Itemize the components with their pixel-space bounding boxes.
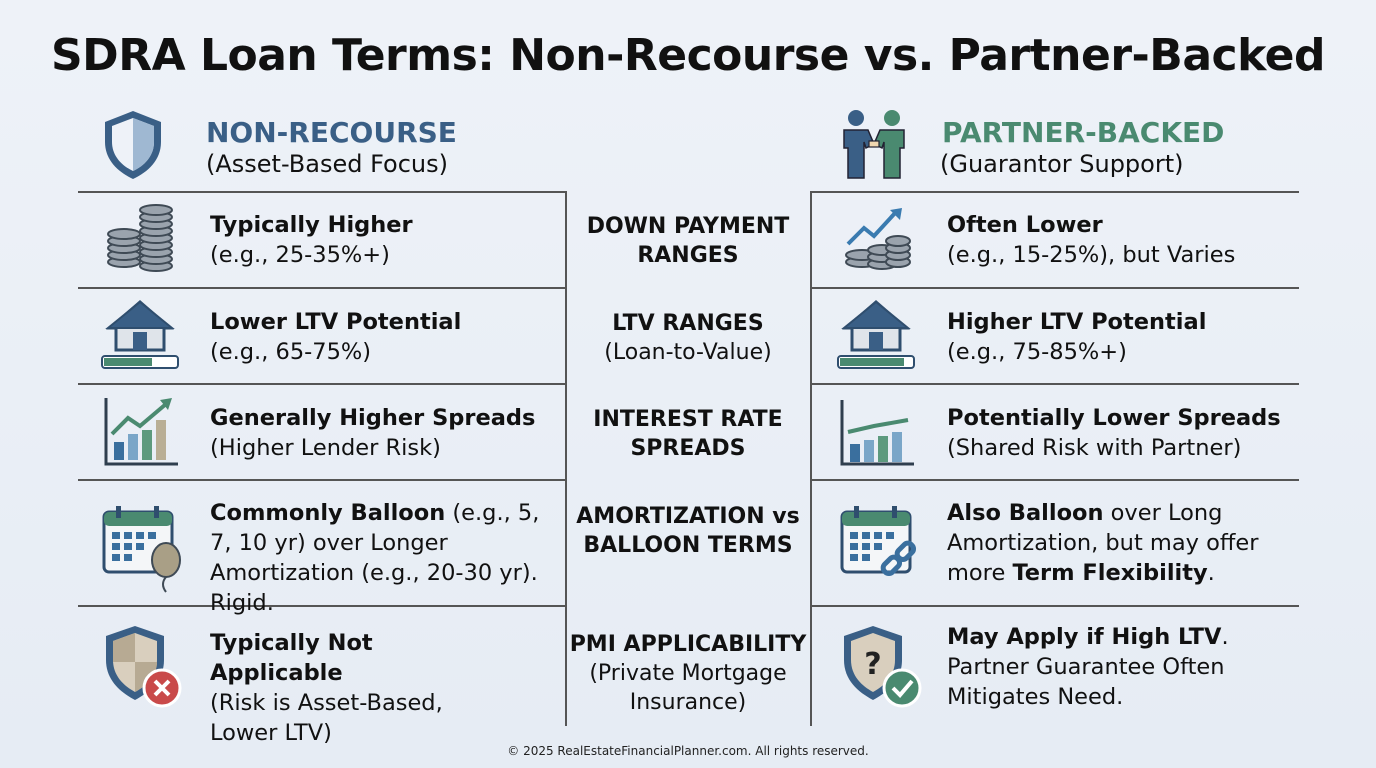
partner-backed-spreads: Potentially Lower Spreads (Shared Risk wi… — [947, 405, 1281, 461]
divider-line — [810, 383, 1299, 385]
divider-line — [78, 287, 566, 289]
divider-line — [810, 287, 1299, 289]
partner-backed-amortization: Also Balloon over Long Amortization, but… — [947, 500, 1259, 586]
divider-line — [78, 605, 566, 607]
calendar-link-icon — [838, 504, 922, 588]
divider-line — [78, 191, 566, 193]
partner-backed-ltv: Higher LTV Potential (e.g., 75-85%+) — [947, 309, 1207, 365]
divider-line — [78, 479, 566, 481]
divider-line — [810, 191, 812, 726]
bar-chart-up-arrow-icon — [102, 394, 186, 478]
calendar-balloon-icon — [100, 504, 184, 593]
page-title: SDRA Loan Terms: Non-Recourse vs. Partne… — [50, 30, 1326, 81]
handshake-people-icon — [836, 108, 906, 184]
house-progress-icon — [100, 298, 184, 382]
copyright-footer: © 2025 RealEstateFinancialPlanner.com. A… — [507, 744, 869, 758]
partner-backed-header: PARTNER-BACKED (Guarantor Support) — [836, 108, 1296, 188]
partner-backed-title: PARTNER-BACKED — [942, 116, 1225, 149]
non-recourse-spreads: Generally Higher Spreads (Higher Lender R… — [210, 405, 536, 461]
non-recourse-pmi: Typically Not Applicable (Risk is Asset-B… — [210, 630, 443, 746]
shield-icon — [100, 108, 170, 184]
non-recourse-ltv: Lower LTV Potential (e.g., 65-75%) — [210, 309, 462, 365]
divider-line — [565, 191, 567, 726]
divider-line — [810, 605, 1299, 607]
partner-backed-subtitle: (Guarantor Support) — [940, 150, 1184, 178]
svg-text:?: ? — [864, 647, 881, 682]
non-recourse-header: NON-RECOURSE (Asset-Based Focus) — [100, 108, 560, 188]
row-label-down-payment: DOWN PAYMENT RANGES — [586, 214, 790, 268]
non-recourse-subtitle: (Asset-Based Focus) — [206, 150, 448, 178]
shield-x-icon — [100, 624, 184, 708]
partner-backed-down-payment: Often Lower (e.g., 15-25%), but Varies — [947, 212, 1236, 268]
row-label-interest-rate: INTEREST RATE SPREADS — [593, 407, 783, 461]
divider-line — [810, 191, 1299, 193]
house-progress-icon — [836, 298, 920, 382]
bar-chart-flat-icon — [838, 396, 922, 480]
row-label-ltv: LTV RANGES (Loan-to-Value) — [604, 311, 772, 365]
non-recourse-amortization: Commonly Balloon (e.g., 5, 7, 10 yr) ove… — [210, 500, 540, 616]
row-label-amortization: AMORTIZATION vs BALLOON TERMS — [576, 504, 800, 558]
non-recourse-down-payment: Typically Higher (e.g., 25-35%+) — [210, 212, 413, 268]
non-recourse-title: NON-RECOURSE — [206, 116, 457, 149]
partner-backed-pmi: May Apply if High LTV. Partner Guarantee… — [947, 624, 1229, 710]
divider-line — [78, 383, 566, 385]
coin-stacks-icon — [100, 200, 184, 284]
row-label-pmi: PMI APPLICABILITY (Private Mortgage Insu… — [569, 632, 807, 715]
shield-question-check-icon: ? — [838, 624, 922, 708]
coins-growth-arrow-icon — [840, 204, 924, 288]
divider-line — [810, 479, 1299, 481]
